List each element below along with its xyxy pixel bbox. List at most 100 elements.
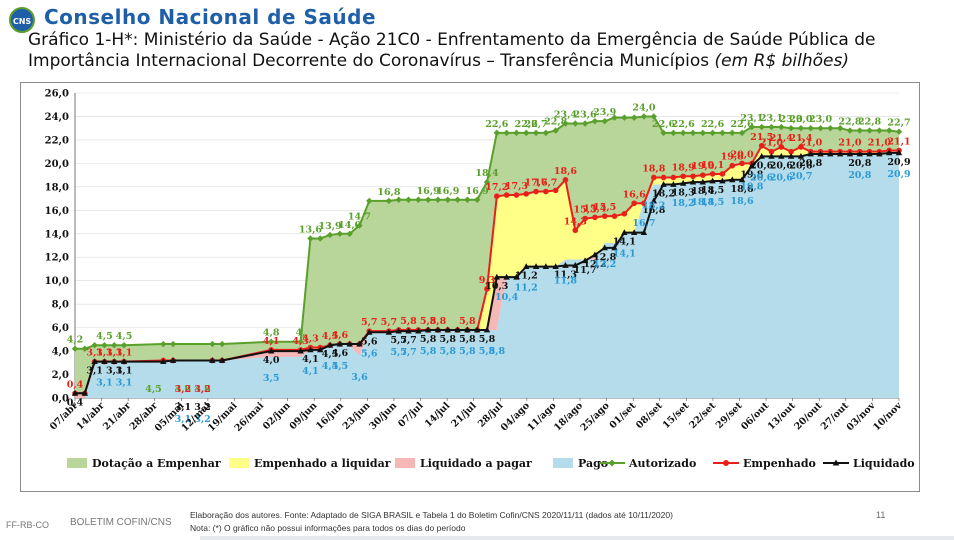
autorizado-data-label: 22,6 [672,119,696,130]
empenhado-data-label: 18,9 [672,162,696,173]
liquidado-data-label: 20,6 [750,160,774,171]
header: CNS Conselho Nacional de Saúde Gráfico 1… [0,0,954,71]
empenhado-data-label: 5,8 [420,316,437,327]
autorizado-point [640,113,648,120]
autorizado-point [807,124,814,132]
liquidado-data-label: 3,1 [175,402,192,413]
pago-data-label: 10,4 [495,292,519,303]
x-tick-label: 10/nov [871,400,904,433]
y-tick-label: 12,0 [45,253,69,264]
empenhado-point [601,213,608,219]
liquidado-data-label: 19,8 [740,170,764,181]
chart: 0,02,04,06,08,010,012,014,016,018,020,02… [45,89,915,471]
empenhado-data-label: 21,1 [887,136,910,147]
pago-data-label: 3,1 [96,378,113,389]
empenhado-point [582,215,588,222]
pago-data-label: 20,6 [770,172,794,183]
autorizado-data-label: 13,6 [299,224,323,235]
pago-data-label: 4,1 [302,366,319,377]
liquidado-point [670,181,677,187]
pago-data-label: 3,1 [175,414,192,425]
empenhado-point [690,173,696,180]
x-tick-label: 30/jun [367,400,399,432]
y-tick-label: 14,0 [45,229,69,240]
legend-label: Liquidado a pagar [420,457,532,470]
empenhado-data-label: 19,8 [721,152,745,163]
liquidado-point [699,178,707,185]
legend-swatch [553,458,573,468]
autorizado-data-label: 16,9 [466,186,490,197]
autorizado-point [836,124,844,132]
liquidado-data-label: 3,2 [194,402,211,413]
x-tick-label: 15/set [661,400,692,431]
empenhado-data-label: 3,1 [96,348,113,359]
liquidado-point [846,150,854,157]
liquidado-point [366,328,373,335]
liquidado-point [307,346,314,353]
liquidado-point [424,326,432,333]
liquidado-point [866,150,873,157]
autorizado-data-label: 13,9 [318,221,342,232]
legend-marker [608,459,616,467]
x-tick-label: 06/out [739,400,771,432]
liquidado-point [385,328,393,335]
liquidado-point [120,358,128,365]
liquidado-data-label: 14,1 [613,237,636,248]
autorizado-data-label: 22,6 [485,119,509,130]
pago-data-label: 14,1 [613,249,636,260]
liquidado-point [797,152,805,159]
liquidado-data-label: 4,5 [322,349,339,360]
empenhado-point [729,162,736,169]
y-tick-label: 10,0 [45,276,69,287]
liquidado-point [101,358,108,365]
liquidado-point [454,326,461,333]
x-tick-label: 02/jun [261,400,293,432]
empenhado-point [700,172,706,178]
liquidado-point [405,327,412,334]
empenhado-point [739,160,745,167]
liquidado-data-label: 5,7 [400,335,417,346]
empenhado-data-label: 16,6 [623,189,647,200]
x-tick-label: 14/jul [423,400,453,430]
empenhado-data-label: 0,4 [67,379,84,390]
pago-data-label: 5,7 [400,347,417,358]
empenhado-data-label: 4,3 [292,336,309,347]
area-pago [75,152,899,398]
autorizado-point [650,113,657,120]
chart-frame: 0,0 2,0 4,0 6,0 8,0 10,0 12,0 14,0 16,0 18,0 20,0 2… [20,82,920,492]
liquidado-point [748,162,756,169]
empenhado-data-label: 15,4 [583,203,607,214]
pago-data-label: 5,8 [489,346,506,357]
autorizado-point [209,340,216,348]
empenhado-data-label: 18,6 [554,166,578,177]
autorizado-point [738,129,746,137]
empenhado-data-label: 3,1 [86,348,103,359]
autorizado-data-label: 4,5 [145,384,162,395]
empenhado-data-label: 21,0 [868,138,892,149]
liquidado-point [778,152,785,159]
autorizado-point [630,114,638,121]
empenhado-data-label: 21,4 [789,133,813,144]
empenhado-point [631,200,637,207]
empenhado-data-label: 21,4 [770,133,794,144]
empenhado-point [719,171,726,177]
liquidado-point [415,327,422,334]
empenhado-data-label: 3,1 [116,348,133,359]
empenhado-point [798,144,804,150]
empenhado-data-label: 5,8 [400,316,417,327]
autorizado-data-label: 22,8 [838,117,862,128]
liquidado-data-label: 5,8 [439,334,456,345]
autorizado-point [729,129,736,137]
legend-swatch [229,458,249,468]
empenhado-data-label: 20,0 [730,149,754,160]
y-tick-label: 24,0 [45,112,69,123]
liquidado-point [464,326,471,333]
pago-data-label: 19,8 [740,182,764,193]
liquidado-point [317,346,324,353]
autorizado-point [895,128,903,135]
liquidado-point [768,152,775,159]
chart-title-unit: (em R$ bilhões) [714,51,849,71]
footer-source: Elaboração dos autores. Fonte: Adaptado … [190,510,673,520]
autorizado-point [307,235,314,242]
autorizado-point [817,124,824,132]
